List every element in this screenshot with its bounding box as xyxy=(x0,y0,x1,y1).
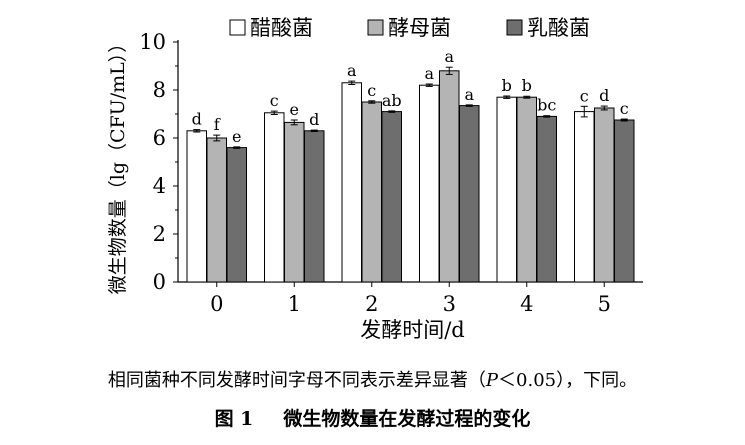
y-tick-label: 2 xyxy=(153,222,166,246)
significance-letter: f xyxy=(214,115,221,134)
bar-乳酸菌-5 xyxy=(614,119,635,283)
bar-酵母菌-3 xyxy=(439,70,460,283)
x-tick-label: 4 xyxy=(520,292,533,316)
x-tick-label: 5 xyxy=(598,292,611,316)
significance-letter: a xyxy=(464,85,474,104)
bar-酵母菌-5 xyxy=(594,107,615,283)
y-tick-label: 4 xyxy=(153,174,166,198)
y-tick-label: 0 xyxy=(153,270,166,294)
figure-note-text-before: 相同菌种不同发酵时间字母不同表示差异显著（ xyxy=(107,370,486,391)
bar-乳酸菌-3 xyxy=(459,105,480,283)
legend-label: 醋酸菌 xyxy=(250,16,313,40)
bar-乳酸菌-4 xyxy=(536,115,557,283)
significance-letter: a xyxy=(444,47,454,66)
y-tick-label: 8 xyxy=(153,78,166,102)
bar-酵母菌-1 xyxy=(284,121,305,283)
y-tick-label: 6 xyxy=(153,126,166,150)
significance-letter: c xyxy=(580,86,589,105)
significance-letter: d xyxy=(599,86,609,105)
bar-醋酸菌-2 xyxy=(341,82,362,283)
significance-letter: ab xyxy=(382,91,402,110)
x-tick-label: 1 xyxy=(288,292,301,316)
bar-醋酸菌-0 xyxy=(186,130,207,283)
legend-swatch-乳酸菌 xyxy=(506,19,523,36)
bar-醋酸菌-5 xyxy=(574,111,595,283)
bar-酵母菌-2 xyxy=(361,101,382,283)
significance-letter: a xyxy=(347,61,357,80)
bar-乳酸菌-1 xyxy=(304,130,325,283)
significance-letter: e xyxy=(290,100,299,119)
significance-letter: d xyxy=(192,110,202,129)
bar-酵母菌-0 xyxy=(206,137,227,283)
significance-letter: bc xyxy=(537,96,556,115)
significance-letter: e xyxy=(232,127,241,146)
legend-swatch-酵母菌 xyxy=(367,19,384,36)
legend-label: 乳酸菌 xyxy=(527,16,590,40)
x-tick-label: 2 xyxy=(365,292,378,316)
significance-letter: c xyxy=(270,91,279,110)
x-tick-label: 0 xyxy=(210,292,223,316)
x-axis-label: 发酵时间/d xyxy=(360,318,465,342)
x-tick-label: 3 xyxy=(443,292,456,316)
figure-label: 图 1 xyxy=(214,408,254,430)
significance-letter: c xyxy=(620,99,629,118)
figure-note-p-symbol: P xyxy=(485,370,499,391)
y-axis-label: 微生物数量（lg（CFU/mL）） xyxy=(107,34,129,295)
significance-letter: b xyxy=(522,76,532,95)
figure-title: 微生物数量在发酵过程的变化 xyxy=(283,408,531,430)
figure-note-text-after: ＜0.05），下同。 xyxy=(498,370,638,391)
figure-caption: 图 1 微生物数量在发酵过程的变化 xyxy=(0,404,745,431)
legend-swatch-醋酸菌 xyxy=(229,19,246,36)
significance-letter: b xyxy=(502,76,512,95)
significance-letter: c xyxy=(367,81,376,100)
bar-酵母菌-4 xyxy=(516,96,537,283)
significance-letter: a xyxy=(424,64,434,83)
legend-label: 酵母菌 xyxy=(388,16,451,40)
bar-乳酸菌-2 xyxy=(381,111,402,283)
figure-note: 相同菌种不同发酵时间字母不同表示差异显著（P＜0.05），下同。 xyxy=(0,366,745,392)
bar-醋酸菌-4 xyxy=(496,96,517,283)
significance-letter: d xyxy=(309,110,319,129)
bar-乳酸菌-0 xyxy=(226,147,247,283)
bar-醋酸菌-3 xyxy=(419,84,440,283)
bar-醋酸菌-1 xyxy=(264,112,285,283)
y-tick-label: 10 xyxy=(139,30,166,54)
